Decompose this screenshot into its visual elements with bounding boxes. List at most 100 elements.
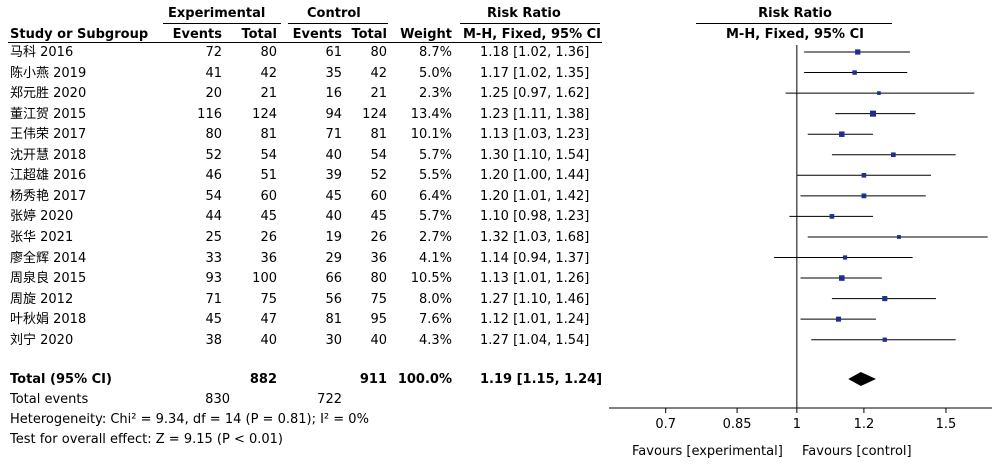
weight: 10.5% [410,271,452,287]
events-experimental: 93 [205,271,222,287]
study-name: 张华 2021 [10,229,74,245]
risk-ratio-ci: 1.13 [1.01, 1.26] [480,271,590,287]
header-events-experimental: Events [172,27,222,42]
x-tick-label: 0.7 [655,417,676,432]
risk-ratio-ci: 1.27 [1.04, 1.54] [480,332,590,348]
weight: 4.3% [418,332,452,348]
events-control: 30 [325,332,342,348]
total-experimental: 80 [260,45,277,60]
total-label: Total (95% CI) [10,372,112,387]
total-control: 75 [370,291,387,307]
favours-experimental: Favours [experimental] [632,444,783,459]
x-tick-label: 1.5 [936,417,957,432]
weight: 8.7% [418,45,452,60]
study-name: 王伟荣 2017 [10,127,87,143]
study-point [852,70,857,75]
weight: 6.4% [418,188,452,204]
study-name: 叶秋娟 2018 [10,312,87,328]
risk-ratio-ci: 1.14 [0.94, 1.37] [480,250,590,266]
risk-ratio-ci: 1.23 [1.11, 1.38] [480,106,590,122]
events-control: 29 [325,250,342,266]
study-name: 郑元胜 2020 [10,86,87,102]
header-risk-ratio: Risk Ratio [487,6,561,21]
heterogeneity-text: Heterogeneity: Chi² = 9.34, df = 14 (P =… [10,412,369,427]
header-experimental: Experimental [168,6,266,21]
events-control: 71 [325,127,342,143]
x-tick-label: 1 [793,417,801,432]
total-control: 36 [370,250,387,266]
events-experimental: 71 [205,291,222,307]
study-name: 廖全辉 2014 [10,250,87,266]
total-experimental: 26 [260,229,277,245]
study-point [855,49,861,55]
total-experimental: 124 [252,106,277,122]
total-control: 80 [370,45,387,60]
total-experimental: 40 [260,332,277,348]
total-experimental: 45 [260,209,277,225]
study-point [836,316,842,322]
study-point [861,173,867,178]
study-point [877,91,881,95]
total-control: 911 [359,372,387,387]
total-control: 21 [370,86,387,102]
study-point [869,110,877,117]
events-control: 81 [325,312,342,328]
total-experimental: 75 [260,291,277,307]
events-control: 19 [325,229,342,245]
study-name: 张婷 2020 [10,209,74,225]
x-tick-label: 1.2 [854,417,875,432]
events-experimental: 72 [205,45,222,60]
study-name: 董江贺 2015 [10,106,87,122]
weight: 5.5% [418,168,452,184]
events-control: 16 [325,86,342,102]
events-experimental: 54 [205,188,222,204]
plot-header-method: M-H, Fixed, 95% CI [725,27,864,42]
events-experimental: 52 [205,147,222,163]
events-control: 39 [325,168,342,184]
overall-effect-text: Test for overall effect: Z = 9.15 (P < 0… [10,432,283,447]
total-events-control: 722 [317,392,342,407]
risk-ratio-ci: 1.32 [1.03, 1.68] [480,229,590,245]
risk-ratio-ci: 1.25 [0.97, 1.62] [480,86,590,102]
x-tick-label: 0.85 [723,417,752,432]
plot-header-risk-ratio: Risk Ratio [758,6,832,21]
study-point [839,275,845,281]
study-name: 周泉良 2015 [10,271,87,287]
weight: 5.0% [418,65,452,81]
header-events-control: Events [292,27,342,42]
events-experimental: 80 [205,127,222,143]
study-point [891,152,896,158]
total-experimental: 51 [260,168,277,184]
weight: 10.1% [410,127,452,143]
study-name: 杨秀艳 2017 [10,188,87,204]
header-control: Control [307,6,361,21]
total-control: 95 [370,312,387,328]
study-name: 江超雄 2016 [10,168,87,184]
study-point [861,193,867,199]
events-experimental: 38 [205,332,222,348]
header-study: Study or Subgroup [10,27,149,42]
study-name: 周旋 2012 [10,291,74,307]
total-events-experimental: 830 [205,392,230,407]
study-point [882,337,887,342]
total-experimental: 21 [260,86,277,102]
study-point [829,214,835,219]
events-control: 40 [325,209,342,225]
total-control: 45 [370,209,387,225]
study-point [882,296,888,302]
total-control: 124 [362,106,387,122]
total-experimental: 47 [260,312,277,328]
events-experimental: 116 [197,106,222,122]
events-control: 66 [325,271,342,287]
total-control: 26 [370,229,387,245]
weight: 8.0% [418,291,452,307]
header-rule-main [8,42,602,43]
study-name: 马科 2016 [10,45,74,60]
total-ci: 1.19 [1.15, 1.24] [480,372,603,387]
total-control: 42 [370,65,387,81]
total-control: 60 [370,188,387,204]
study-point [897,235,901,239]
total-experimental: 60 [260,188,277,204]
total-experimental: 81 [260,127,277,143]
